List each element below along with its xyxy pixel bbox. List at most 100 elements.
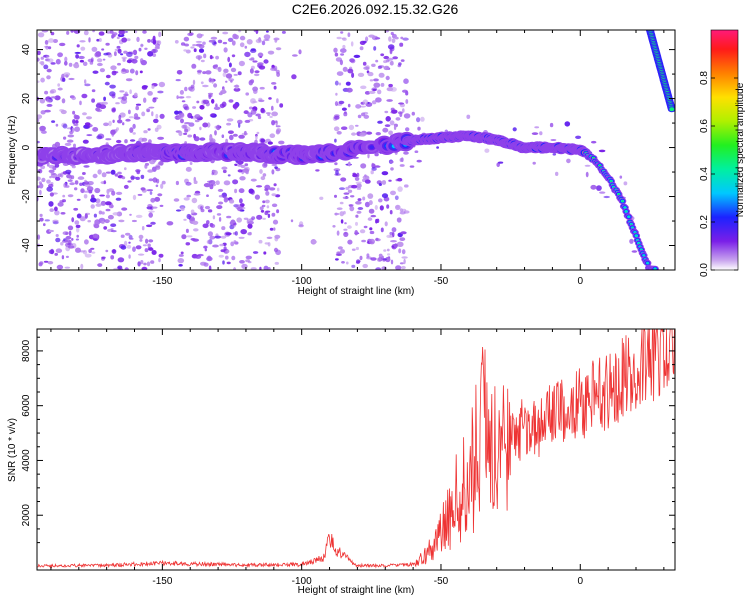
noise-blob bbox=[143, 97, 147, 103]
noise-blob bbox=[173, 198, 180, 202]
noise-blob bbox=[402, 37, 409, 41]
spectrogram-xtick-label: -100 bbox=[292, 276, 312, 287]
noise-blob bbox=[193, 48, 197, 53]
noise-blob bbox=[254, 73, 260, 77]
noise-blob bbox=[194, 119, 200, 123]
noise-blob bbox=[339, 201, 344, 205]
noise-blob bbox=[390, 190, 396, 196]
noise-blob bbox=[75, 224, 81, 228]
noise-blob bbox=[80, 46, 86, 51]
noise-blob bbox=[71, 127, 75, 133]
noise-blob bbox=[403, 78, 409, 84]
noise-blob bbox=[175, 79, 181, 82]
noise-blob bbox=[212, 244, 219, 248]
noise-blob bbox=[276, 128, 282, 133]
noise-blob bbox=[400, 59, 405, 62]
noise-blob bbox=[414, 150, 419, 153]
noise-blob bbox=[243, 217, 249, 220]
noise-blob bbox=[393, 243, 398, 248]
noise-blob bbox=[206, 194, 209, 197]
noise-blob bbox=[590, 184, 597, 190]
noise-blob bbox=[48, 169, 55, 173]
noise-blob bbox=[335, 92, 338, 96]
noise-blob bbox=[54, 95, 61, 101]
noise-blob bbox=[402, 108, 405, 113]
noise-blob bbox=[276, 187, 280, 192]
noise-blob bbox=[40, 56, 44, 60]
noise-blob bbox=[121, 68, 126, 72]
noise-blob bbox=[56, 264, 64, 270]
noise-blob bbox=[90, 247, 95, 250]
noise-blob bbox=[212, 215, 216, 220]
noise-blob bbox=[214, 235, 222, 239]
noise-blob bbox=[409, 165, 415, 168]
noise-blob bbox=[142, 85, 149, 89]
noise-blob bbox=[226, 249, 230, 253]
noise-blob bbox=[252, 100, 258, 104]
noise-blob bbox=[199, 105, 205, 110]
noise-blob bbox=[258, 65, 266, 70]
noise-blob bbox=[87, 124, 93, 128]
noise-blob bbox=[44, 109, 51, 113]
noise-blob bbox=[190, 84, 195, 89]
colorbar-tick-label: 0.0 bbox=[699, 263, 710, 277]
noise-blob bbox=[237, 119, 243, 124]
noise-blob bbox=[240, 229, 247, 235]
snr-xlabel: Height of straight line (km) bbox=[298, 585, 415, 596]
noise-blob bbox=[74, 126, 80, 132]
noise-blob bbox=[204, 205, 211, 210]
noise-blob bbox=[37, 57, 40, 62]
noise-blob bbox=[269, 227, 274, 231]
noise-blob bbox=[219, 243, 225, 247]
noise-blob bbox=[250, 48, 257, 53]
noise-blob bbox=[133, 113, 139, 119]
noise-blob bbox=[395, 117, 401, 121]
noise-blob bbox=[255, 30, 259, 35]
noise-blob bbox=[50, 96, 57, 99]
noise-blob bbox=[37, 185, 40, 189]
noise-blob bbox=[250, 79, 255, 84]
noise-blob bbox=[79, 216, 86, 222]
noise-blob bbox=[352, 173, 358, 178]
noise-blob bbox=[254, 70, 260, 74]
noise-blob bbox=[336, 71, 344, 76]
noise-blob bbox=[71, 217, 75, 223]
noise-blob bbox=[359, 132, 366, 137]
noise-blob bbox=[351, 72, 355, 78]
noise-blob bbox=[157, 136, 165, 140]
noise-blob bbox=[101, 256, 106, 259]
noise-blob bbox=[391, 38, 396, 43]
noise-blob bbox=[66, 30, 70, 35]
noise-blob bbox=[121, 56, 127, 60]
signal-track-blob bbox=[621, 200, 624, 203]
noise-blob bbox=[46, 55, 50, 58]
noise-blob bbox=[78, 55, 85, 60]
noise-blob bbox=[152, 206, 158, 209]
noise-blob bbox=[341, 261, 345, 264]
signal-track-blob bbox=[631, 226, 634, 229]
noise-blob bbox=[539, 131, 543, 136]
noise-blob bbox=[151, 48, 158, 54]
noise-blob bbox=[227, 37, 234, 43]
noise-blob bbox=[257, 52, 264, 58]
noise-blob bbox=[263, 59, 269, 64]
noise-blob bbox=[110, 230, 117, 233]
noise-blob bbox=[61, 98, 66, 104]
noise-blob bbox=[404, 184, 409, 188]
noise-blob bbox=[266, 205, 270, 209]
noise-blob bbox=[275, 167, 281, 172]
noise-blob bbox=[281, 30, 286, 34]
noise-blob bbox=[259, 56, 263, 58]
noise-blob bbox=[199, 126, 202, 131]
noise-blob bbox=[49, 175, 52, 179]
noise-blob bbox=[344, 222, 347, 225]
noise-blob bbox=[356, 259, 361, 264]
noise-blob bbox=[67, 194, 74, 198]
noise-blob bbox=[120, 245, 127, 250]
noise-blob bbox=[110, 223, 117, 227]
noise-blob bbox=[68, 77, 75, 81]
noise-blob bbox=[185, 242, 191, 246]
noise-blob bbox=[49, 192, 55, 197]
noise-blob bbox=[211, 98, 215, 104]
noise-blob bbox=[271, 105, 274, 111]
